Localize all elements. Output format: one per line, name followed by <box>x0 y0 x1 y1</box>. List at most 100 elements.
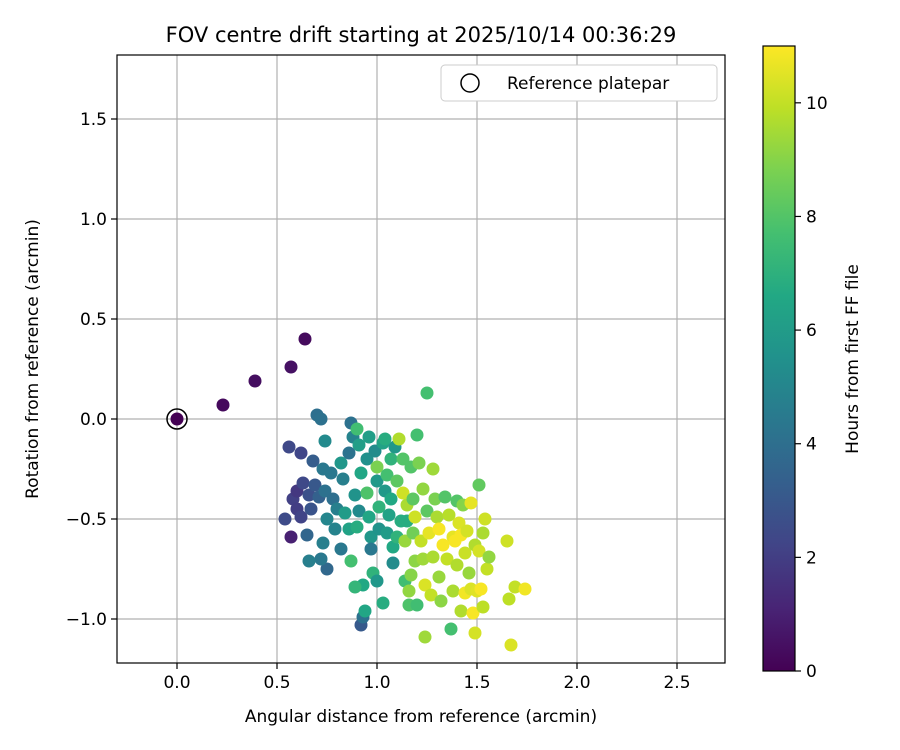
data-point <box>362 510 376 524</box>
data-point <box>342 446 356 460</box>
data-point <box>338 506 352 520</box>
data-point <box>324 466 338 480</box>
data-point <box>502 592 516 606</box>
data-point <box>314 552 328 566</box>
data-point <box>420 386 434 400</box>
colorbar: 0 2 4 6 8 10 Hours from first FF file <box>762 45 863 682</box>
data-point <box>360 452 374 466</box>
data-point <box>378 432 392 446</box>
data-point <box>460 524 474 538</box>
data-point <box>464 496 478 510</box>
colorbar-label: Hours from first FF file <box>843 264 863 454</box>
data-point <box>472 544 486 558</box>
data-point <box>284 530 298 544</box>
colorbar-tick-label: 0 <box>806 662 817 682</box>
data-point <box>466 606 480 620</box>
x-tick-label: 2.5 <box>663 673 690 693</box>
data-point <box>428 492 442 506</box>
data-point <box>352 438 366 452</box>
reference-platepar-marker <box>166 408 188 430</box>
data-point <box>284 360 298 374</box>
data-point <box>392 432 406 446</box>
y-tick-label: 0.5 <box>80 310 107 330</box>
data-point <box>350 422 364 436</box>
data-point <box>390 474 404 488</box>
data-point <box>300 528 314 542</box>
data-point <box>362 430 376 444</box>
data-point <box>216 398 230 412</box>
data-point <box>410 428 424 442</box>
data-point <box>462 566 476 580</box>
data-point <box>318 434 332 448</box>
legend-entry-label: Reference platepar <box>507 74 669 94</box>
data-point <box>282 440 296 454</box>
data-point <box>454 604 468 618</box>
y-axis-label: Rotation from reference (arcmin) <box>23 219 43 499</box>
legend-marker-hollow-circle <box>460 73 480 93</box>
data-point <box>360 486 374 500</box>
data-point <box>382 508 396 522</box>
data-point <box>364 530 378 544</box>
data-point <box>370 460 384 474</box>
data-point <box>452 516 466 530</box>
data-point <box>432 570 446 584</box>
data-point <box>380 468 394 482</box>
data-point <box>334 456 348 470</box>
data-points <box>166 332 532 652</box>
data-point <box>318 484 332 498</box>
data-point <box>294 510 308 524</box>
data-point <box>370 474 384 488</box>
data-point <box>408 510 422 524</box>
data-point <box>350 520 364 534</box>
data-point <box>430 510 444 524</box>
data-point <box>384 492 398 506</box>
y-tick-label: −1.0 <box>66 610 107 630</box>
data-point <box>432 522 446 536</box>
data-point <box>376 596 390 610</box>
data-point <box>442 508 456 522</box>
data-point <box>472 478 486 492</box>
data-point <box>298 332 312 346</box>
data-point <box>358 604 372 618</box>
data-point <box>406 492 420 506</box>
y-axis-ticks: −1.0 −0.5 0.0 0.5 1.0 1.5 <box>66 110 117 630</box>
data-point <box>422 526 436 540</box>
chart-title: FOV centre drift starting at 2025/10/14 … <box>166 23 677 47</box>
colorbar-tick-label: 6 <box>806 321 817 341</box>
data-point <box>446 584 460 598</box>
data-point <box>418 630 432 644</box>
plot-frame <box>116 54 726 664</box>
data-point <box>320 512 334 526</box>
data-point <box>434 594 448 608</box>
data-point <box>476 600 490 614</box>
x-axis-label: Angular distance from reference (arcmin) <box>245 707 597 727</box>
data-point <box>508 580 522 594</box>
data-point <box>414 534 428 548</box>
data-point <box>480 562 494 576</box>
data-point <box>518 582 532 596</box>
data-point <box>314 412 328 426</box>
data-point <box>370 574 384 588</box>
data-point <box>384 452 398 466</box>
data-point <box>344 554 358 568</box>
data-point <box>302 554 316 568</box>
colorbar-tick-label: 8 <box>806 207 817 227</box>
data-point <box>368 444 382 458</box>
data-point <box>304 502 318 516</box>
colorbar-gradient <box>762 45 796 672</box>
x-tick-label: 0.0 <box>163 673 190 693</box>
data-point <box>440 552 454 566</box>
data-point <box>416 552 430 566</box>
data-point <box>478 512 492 526</box>
data-point <box>474 582 488 596</box>
data-point <box>336 472 350 486</box>
data-point <box>326 492 340 506</box>
data-point <box>450 558 464 572</box>
data-point <box>504 638 518 652</box>
colorbar-ticks: 0 2 4 6 8 10 <box>795 94 828 682</box>
data-point <box>294 446 308 460</box>
data-point <box>348 488 362 502</box>
data-point <box>352 504 366 518</box>
data-point <box>372 500 386 514</box>
data-point <box>306 454 320 468</box>
